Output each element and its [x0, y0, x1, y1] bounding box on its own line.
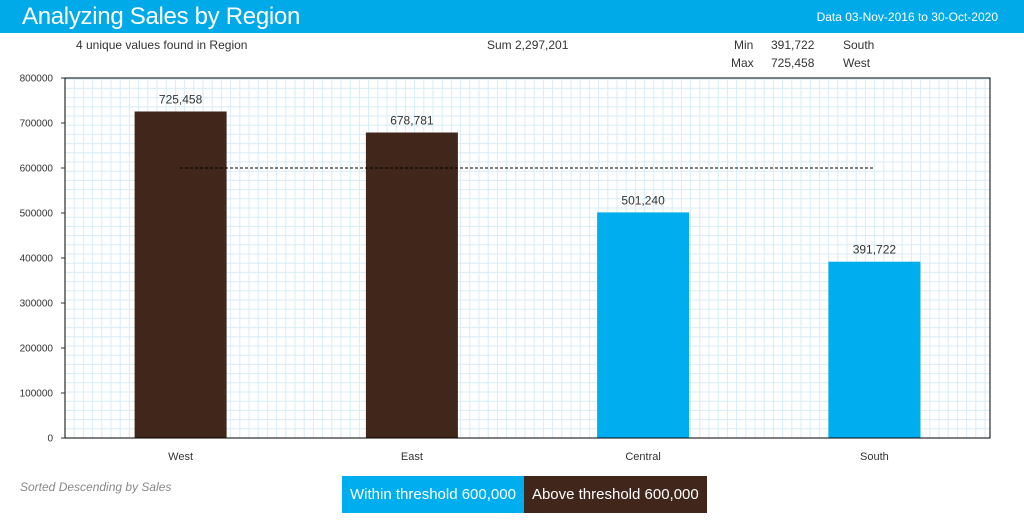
y-tick-label: 500000 — [20, 209, 54, 220]
x-tick-label-west: West — [168, 451, 193, 463]
y-tick-label: 400000 — [20, 254, 54, 265]
legend-within-threshold: Within threshold 600,000 — [342, 476, 524, 513]
y-tick-label: 200000 — [20, 344, 54, 355]
value-label-south: 391,722 — [853, 243, 897, 257]
date-range: Data 03-Nov-2016 to 30-Oct-2020 — [816, 10, 998, 24]
bar-east — [365, 132, 458, 438]
y-tick-label: 700000 — [20, 119, 54, 130]
header-bar: Analyzing Sales by Region Data 03-Nov-20… — [0, 0, 1024, 33]
max-label: Max — [731, 56, 754, 70]
legend-above-threshold: Above threshold 600,000 — [523, 476, 707, 513]
value-label-east: 678,781 — [390, 114, 434, 128]
y-tick-label: 0 — [47, 434, 53, 445]
unique-values-text: 4 unique values found in Region — [76, 38, 248, 52]
sales-bar-chart: 725,458 West 678,781 East 501,240 Central 391,… — [20, 74, 991, 463]
bar-south — [828, 261, 921, 438]
max-value: 725,458 — [771, 56, 815, 70]
min-region: South — [843, 38, 875, 52]
sort-footnote: Sorted Descending by Sales — [20, 480, 172, 494]
max-region: West — [843, 56, 871, 70]
threshold-legend: Within threshold 600,000 Above threshold… — [342, 476, 707, 513]
min-label: Min — [734, 38, 754, 52]
y-tick-label: 100000 — [20, 389, 54, 400]
y-tick-label: 600000 — [20, 164, 54, 175]
x-tick-label-central: Central — [625, 451, 660, 463]
bar-central — [597, 212, 690, 438]
value-label-central: 501,240 — [621, 193, 665, 207]
sum-text: Sum 2,297,201 — [487, 38, 569, 52]
bar-west — [134, 111, 227, 438]
min-value: 391,722 — [771, 38, 815, 52]
x-tick-label-south: South — [860, 451, 889, 463]
x-tick-label-east: East — [401, 451, 423, 463]
page-title: Analyzing Sales by Region — [22, 3, 301, 30]
y-tick-label: 300000 — [20, 299, 54, 310]
y-tick-label: 800000 — [20, 74, 54, 85]
value-label-west: 725,458 — [159, 93, 203, 107]
